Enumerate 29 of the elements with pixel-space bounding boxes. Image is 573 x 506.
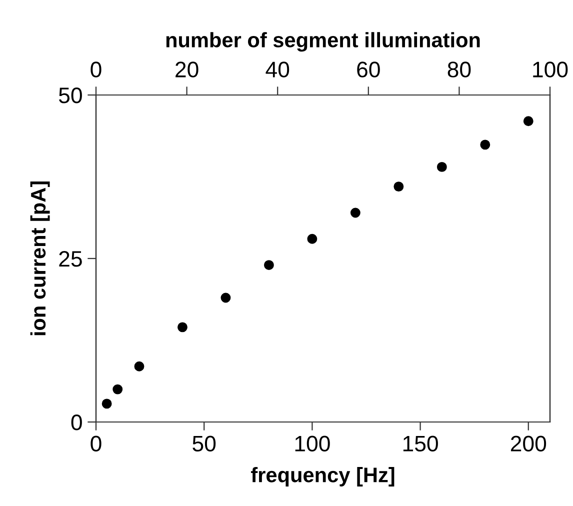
point	[220, 292, 231, 303]
point	[178, 322, 188, 332]
x2-axis-title: number of segment illumination	[166, 32, 480, 52]
point	[523, 116, 534, 126]
y-tick-label: 25	[59, 251, 82, 267]
x-tick-label: 200	[510, 436, 546, 452]
y-tick-label: 0	[71, 414, 82, 430]
point	[307, 234, 318, 244]
x-tick-label: 150	[403, 436, 438, 452]
x2-tick-label: 80	[448, 62, 471, 78]
point	[436, 162, 447, 172]
x2-tick-label: 0	[90, 62, 102, 78]
x2-tick-label: 60	[357, 62, 380, 78]
point	[134, 361, 144, 372]
point	[350, 208, 360, 218]
x2-tick-label: 20	[176, 62, 198, 78]
point	[264, 260, 274, 270]
x-tick-label: 50	[192, 436, 216, 452]
point	[480, 140, 490, 150]
x2-tick-label: 100	[533, 62, 568, 78]
x-axis-title: frequency [Hz]	[251, 467, 394, 486]
y-tick-label: 50	[58, 88, 82, 104]
x-tick-label: 0	[90, 436, 102, 452]
x-tick-label: 100	[295, 436, 330, 452]
point	[112, 384, 123, 394]
point	[394, 182, 404, 192]
x2-tick-label: 40	[266, 62, 290, 78]
point	[102, 398, 112, 409]
y-axis-title: ion current [pA]	[30, 182, 50, 336]
